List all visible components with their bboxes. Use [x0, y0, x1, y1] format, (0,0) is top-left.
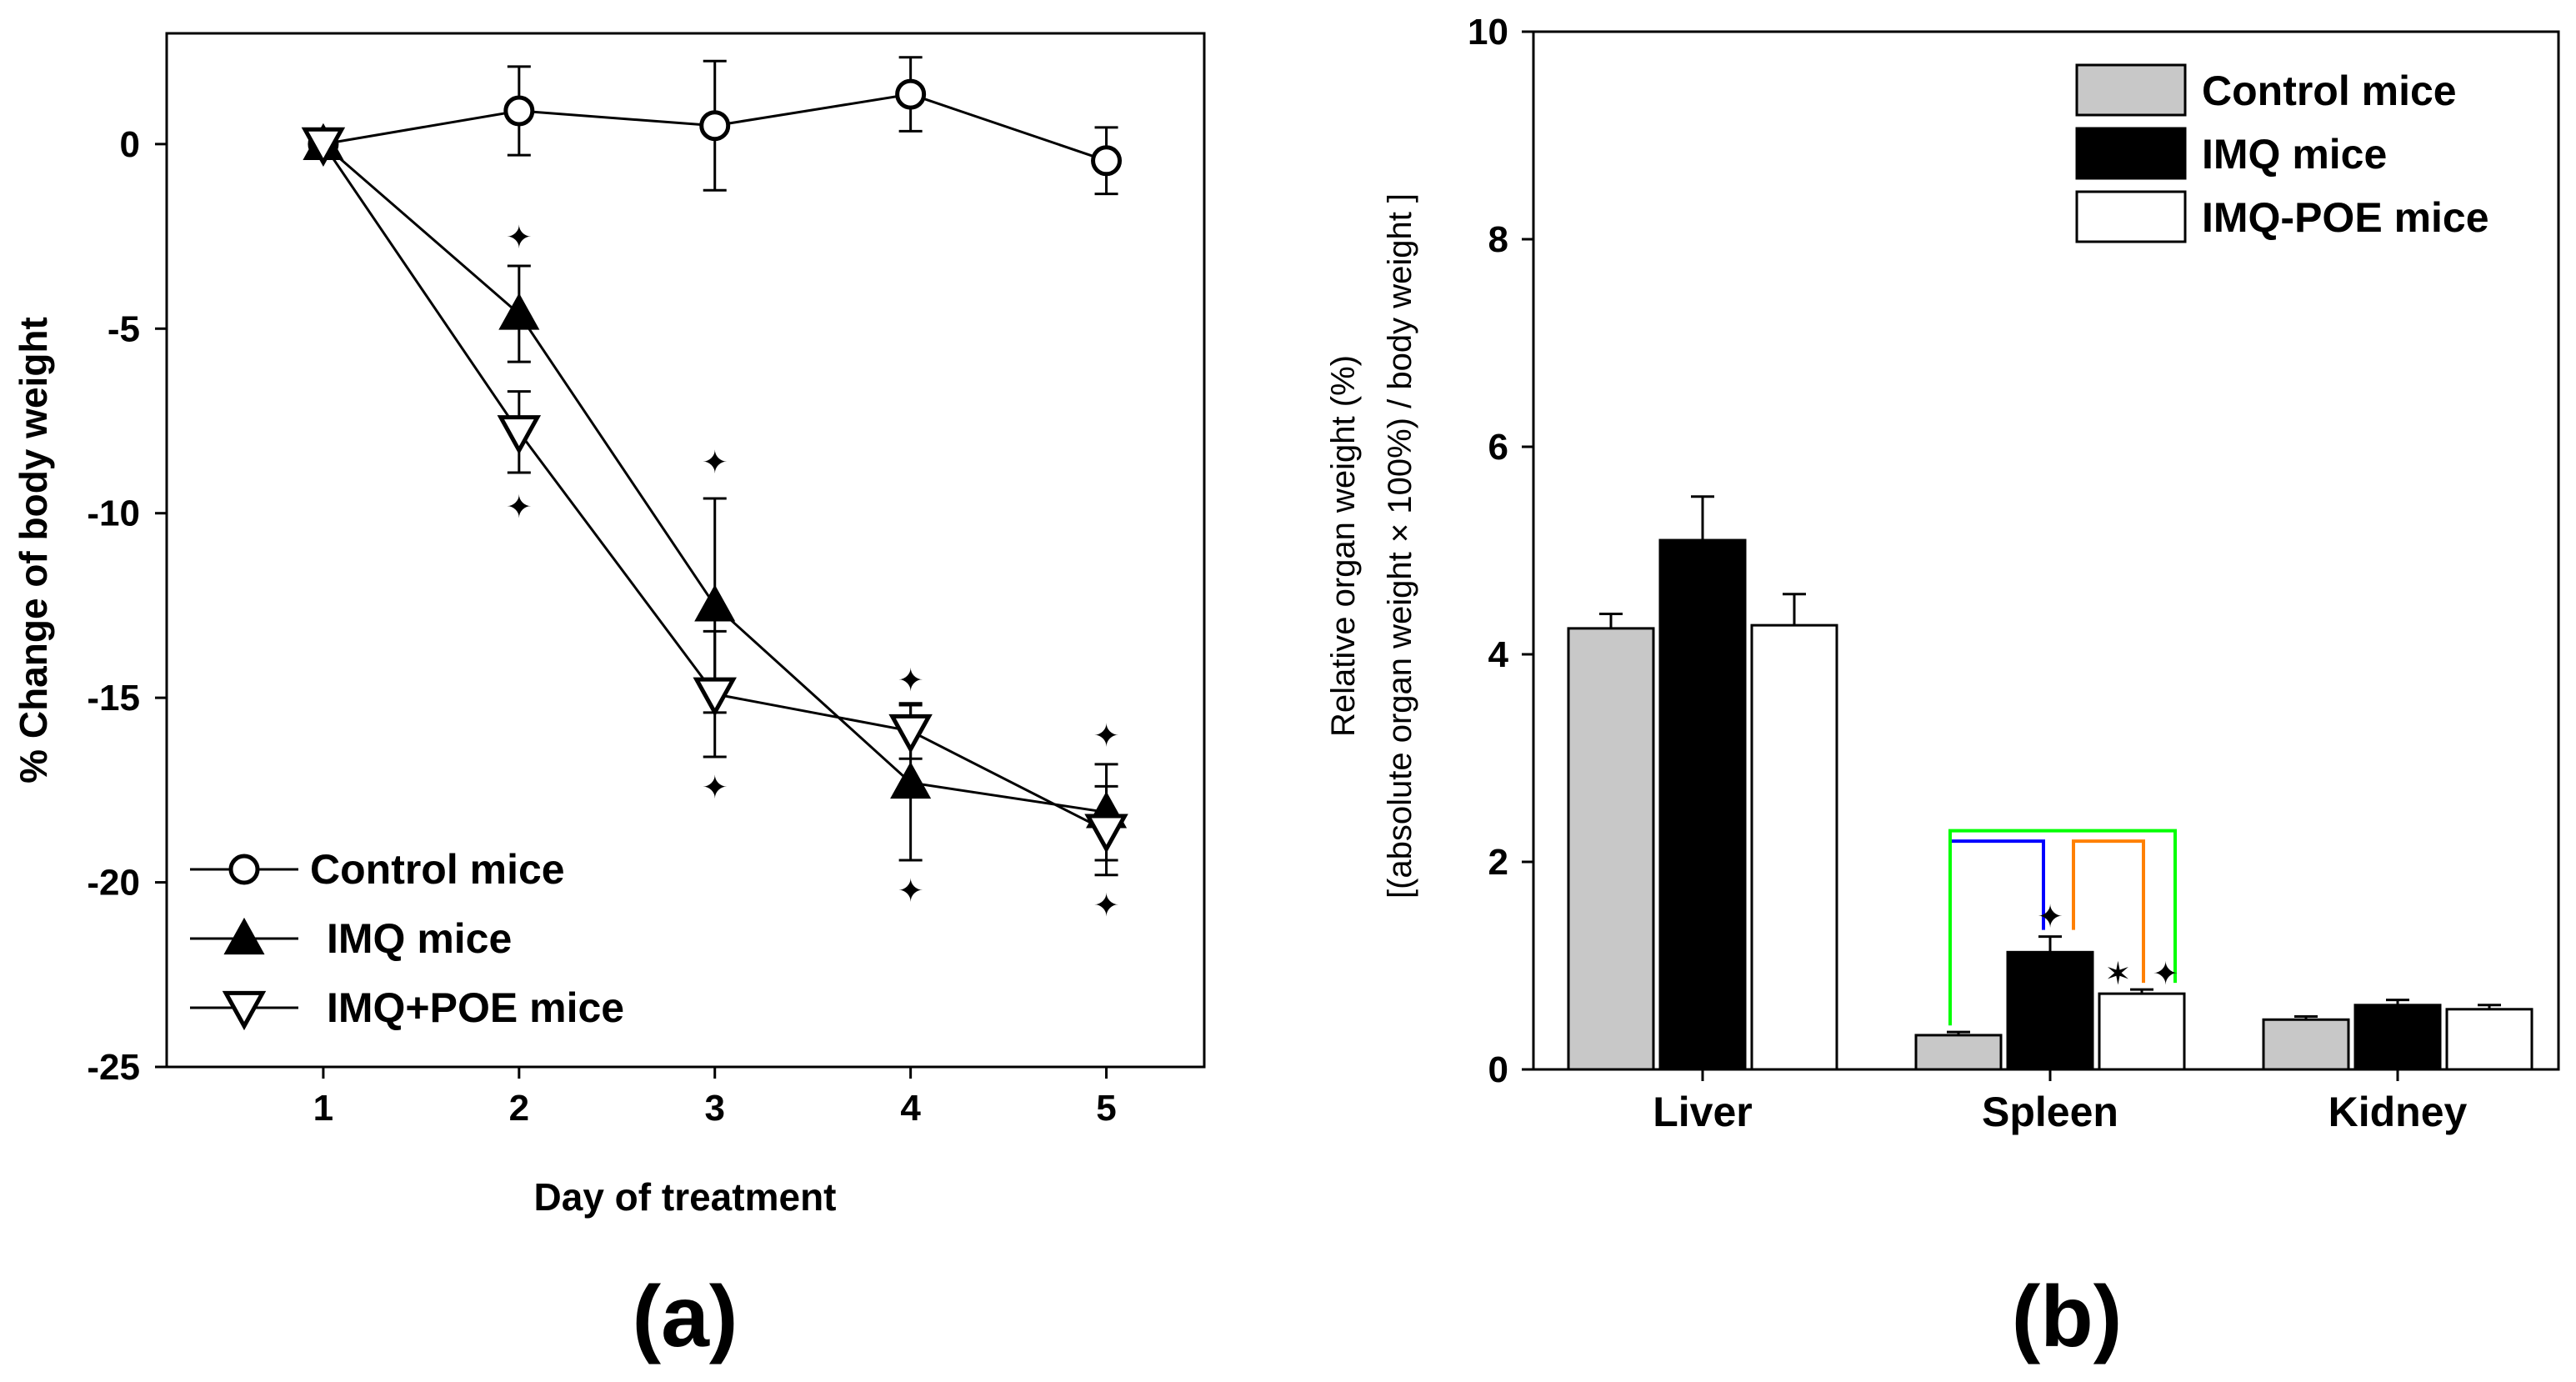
panel-a-data-point: [497, 415, 542, 455]
panel-b-bar: [1750, 623, 1838, 1071]
panel-a-data-point: [503, 95, 535, 127]
panel-a-data-point: [693, 677, 737, 717]
panel-b-y-tick-label: 8: [1488, 219, 1508, 260]
panel-a-significance-mark: ✦: [702, 446, 728, 481]
panel-b-y-axis-label: Relative organ weight (%) [(absolute org…: [1325, 193, 1418, 899]
panel-a-legend: Control mice IMQ mice IMQ+POE mice: [190, 846, 624, 1031]
panel-a-significance-mark: ✦: [1093, 889, 1120, 924]
panel-a-x-tick-label: 2: [509, 1088, 529, 1129]
panel-a-legend-marker: [222, 990, 267, 1031]
panel-b-y-axis-label-line1: Relative organ weight (%): [1325, 355, 1362, 737]
panel-a-data-point: [699, 110, 731, 142]
panel-a-legend-marker: [228, 854, 260, 885]
panel-a-data-point: [890, 761, 932, 799]
panel-a-x-axis-label: Day of treatment: [534, 1175, 837, 1219]
panel-b-bar-chart: 0 2 4 6 8 10 Liver Spleen Kidney ✦ ✶ ✦ Control mic…: [1325, 12, 2560, 1365]
panel-b-legend-label: Control mice: [2202, 68, 2457, 114]
panel-b-bar: [2262, 1018, 2350, 1071]
panel-b-y-tick-label: 10: [1468, 12, 1508, 53]
panel-a-significance-mark: ✦: [1093, 719, 1120, 754]
panel-b-bar: [1658, 538, 1747, 1071]
panel-b-y-tick-label: 2: [1488, 842, 1508, 883]
panel-a-data-point: [895, 78, 927, 110]
panel-b-bars: [1567, 495, 2533, 1071]
panel-b-significance-mark: ✦: [2037, 900, 2063, 935]
panel-a-data-point: [498, 293, 540, 330]
panel-a-y-tick-label: -10: [87, 493, 140, 534]
panel-a-ticks: 1 2 3 4 5 0 -5 -10 -15 -20 -25: [87, 124, 1116, 1129]
panel-b-legend-label: IMQ mice: [2202, 131, 2387, 178]
panel-a-data-point: [694, 584, 736, 622]
panel-a-x-tick-label: 4: [900, 1088, 921, 1129]
panel-b-bar: [2006, 950, 2094, 1071]
panel-b-significance-mark: ✶: [2105, 957, 2132, 992]
panel-b-bar: [1567, 627, 1655, 1071]
panel-b-y-tick-label: 6: [1488, 427, 1508, 468]
panel-b-significance-brackets: [1948, 829, 2177, 1026]
panel-b-bar: [2445, 1008, 2533, 1071]
panel-a-significance-mark: ✦: [506, 490, 533, 525]
panel-a-x-tick-label: 5: [1096, 1088, 1116, 1129]
panel-a-series: [301, 56, 1128, 877]
panel-b-significance-bracket: [1948, 829, 2177, 1026]
panel-b-ticks: 0 2 4 6 8 10 Liver Spleen Kidney: [1468, 12, 2467, 1135]
panel-a-legend-marker: [223, 917, 265, 955]
panel-b-bar: [2098, 992, 2186, 1071]
panel-a-significance-marks: ✦ ✦ ✦ ✦ ✦ ✦ ✦ ✦: [506, 221, 1120, 924]
panel-a-y-tick-label: -20: [87, 863, 140, 904]
panel-b-bar: [2353, 1004, 2442, 1071]
panel-a-x-tick-label: 3: [704, 1088, 724, 1129]
panel-a-label: (a): [632, 1269, 738, 1365]
panel-b-legend-swatch: [2075, 127, 2187, 180]
panel-b-category-label: Spleen: [1982, 1089, 2118, 1135]
panel-b-y-tick-label: 4: [1488, 634, 1509, 675]
panel-b-significance-bracket: [2072, 839, 2145, 984]
panel-a-significance-mark: ✦: [898, 874, 924, 909]
panel-b-significance-mark: ✦: [2153, 957, 2179, 992]
panel-a-significance-mark: ✦: [702, 770, 728, 805]
panel-a-line-chart: 1 2 3 4 5 0 -5 -10 -15 -20 -25 ✦ ✦ ✦ ✦ ✦ ✦ ✦ ✦ Control mi…: [12, 32, 1206, 1365]
panel-b-category-label: Liver: [1653, 1089, 1753, 1135]
panel-b-legend-swatch: [2075, 190, 2187, 243]
panel-a-y-tick-label: -15: [87, 678, 140, 719]
panel-a-plot-frame: [165, 32, 1206, 1069]
panel-a-data-point: [888, 714, 933, 754]
panel-a-y-tick-label: 0: [120, 124, 140, 165]
panel-b-y-axis-label-line2: [(absolute organ weight × 100%) / body w…: [1382, 193, 1418, 899]
panel-a-data-point: [1084, 814, 1128, 854]
panel-a-legend-label: IMQ mice: [327, 915, 512, 962]
panel-b-y-tick-label: 0: [1488, 1049, 1508, 1090]
panel-a-significance-mark: ✦: [506, 221, 533, 256]
panel-a-y-tick-label: -25: [87, 1047, 140, 1088]
panel-b-legend-swatch: [2075, 63, 2187, 117]
panel-b-category-label: Kidney: [2328, 1089, 2468, 1135]
panel-b-legend-label: IMQ-POE mice: [2202, 194, 2489, 241]
panel-a-series-2: [301, 127, 1128, 877]
panel-a-data-point: [1091, 145, 1123, 177]
panel-b-bar: [1914, 1034, 2003, 1071]
panel-a-x-tick-label: 1: [313, 1088, 333, 1129]
panel-a-data-point: [301, 127, 346, 168]
panel-a-significance-mark: ✦: [898, 663, 924, 699]
panel-b-label: (b): [2012, 1269, 2123, 1365]
panel-b-legend: Control mice IMQ mice IMQ-POE mice: [2075, 63, 2489, 243]
panel-a-legend-label: Control mice: [310, 846, 565, 893]
panel-b-significance-marks: ✦ ✶ ✦: [2037, 900, 2178, 992]
panel-a-y-axis-label: % Change of body weight: [12, 317, 55, 784]
panel-a-legend-label: IMQ+POE mice: [327, 984, 624, 1031]
panel-a-y-tick-label: -5: [108, 308, 140, 349]
